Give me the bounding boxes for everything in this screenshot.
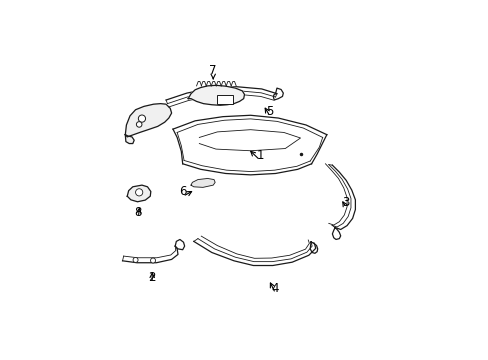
Polygon shape [125,135,134,144]
Circle shape [136,122,142,127]
Polygon shape [122,246,178,263]
Polygon shape [175,239,184,250]
Bar [217,95,233,104]
Circle shape [133,257,138,262]
Polygon shape [127,185,150,202]
Text: 6: 6 [179,185,186,198]
Text: 8: 8 [134,206,142,219]
Polygon shape [125,104,171,137]
Polygon shape [173,115,326,175]
Polygon shape [309,242,317,253]
Polygon shape [193,239,315,266]
Text: 5: 5 [266,105,273,118]
Polygon shape [332,228,340,239]
Polygon shape [273,88,283,100]
Polygon shape [328,165,355,229]
Circle shape [150,258,155,263]
Circle shape [138,115,145,122]
Polygon shape [166,87,276,104]
Text: 2: 2 [148,271,156,284]
Polygon shape [188,85,244,105]
Circle shape [135,189,142,196]
Polygon shape [191,179,215,187]
Text: 1: 1 [256,149,264,162]
Text: 7: 7 [209,64,217,77]
Text: 4: 4 [271,282,279,295]
Polygon shape [199,130,300,151]
Text: 3: 3 [342,196,349,209]
